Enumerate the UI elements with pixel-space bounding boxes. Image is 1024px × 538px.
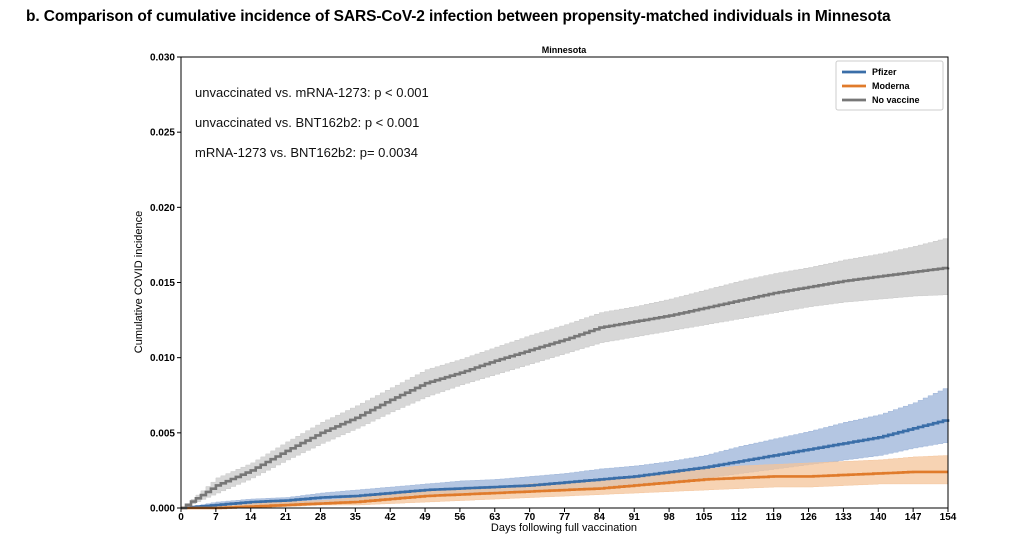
p-value-annotations: unvaccinated vs. mRNA-1273: p < 0.001 unv…	[195, 85, 429, 160]
x-tick-label: 14	[245, 512, 257, 523]
y-axis-ticks: 0.000 0.005 0.010 0.015 0.020 0.025 0.030	[150, 53, 181, 515]
y-tick-label: 0.005	[150, 428, 175, 439]
legend-label: No vaccine	[872, 95, 920, 105]
x-tick-label: 140	[870, 512, 887, 523]
x-tick-label: 70	[524, 512, 536, 523]
series-line-no-vaccine	[181, 266, 950, 510]
x-tick-label: 63	[489, 512, 501, 523]
y-tick-label: 0.030	[150, 53, 175, 64]
x-tick-label: 91	[629, 512, 641, 523]
confidence-bands	[181, 237, 949, 509]
x-tick-label: 126	[800, 512, 817, 523]
y-axis-label: Cumulative COVID incidence	[133, 211, 145, 353]
x-tick-label: 49	[419, 512, 431, 523]
legend-label: Pfizer	[872, 67, 897, 77]
legend-label: Moderna	[872, 81, 910, 91]
figure-title: b. Comparison of cumulative incidence of…	[26, 8, 891, 25]
x-tick-label: 0	[178, 512, 184, 523]
y-tick-label: 0.015	[150, 278, 175, 289]
y-tick-label: 0.010	[150, 353, 175, 364]
x-tick-label: 154	[940, 512, 957, 523]
legend: Pfizer Moderna No vaccine	[835, 60, 944, 111]
x-tick-label: 35	[350, 512, 362, 523]
x-tick-label: 105	[696, 512, 713, 523]
p-value-annotation: unvaccinated vs. mRNA-1273: p < 0.001	[195, 85, 429, 100]
series-line-moderna	[181, 470, 948, 510]
x-tick-label: 7	[213, 512, 219, 523]
y-tick-label: 0.025	[150, 128, 175, 139]
x-axis-ticks: 0 7 14 21 28 35 42 49 56 63 70 77 84 91 98 105 112 119 126…	[178, 508, 957, 523]
p-value-annotation: mRNA-1273 vs. BNT162b2: p= 0.0034	[195, 145, 418, 160]
x-tick-label: 112	[731, 512, 748, 523]
series-lines	[181, 266, 950, 510]
x-tick-label: 98	[664, 512, 676, 523]
plot-title: Minnesota	[542, 45, 587, 55]
x-tick-label: 119	[766, 512, 783, 523]
x-tick-label: 21	[280, 512, 292, 523]
p-value-annotation: unvaccinated vs. BNT162b2: p < 0.001	[195, 115, 419, 130]
x-tick-label: 147	[905, 512, 922, 523]
y-tick-label: 0.020	[150, 203, 175, 214]
x-tick-label: 133	[835, 512, 852, 523]
x-tick-label: 84	[594, 512, 606, 523]
x-tick-label: 28	[315, 512, 327, 523]
series-line-pfizer	[181, 419, 950, 510]
y-tick-label: 0.000	[150, 504, 175, 515]
x-axis-label: Days following full vaccination	[491, 522, 637, 534]
x-tick-label: 77	[559, 512, 571, 523]
x-tick-label: 42	[385, 512, 397, 523]
x-tick-label: 56	[454, 512, 466, 523]
